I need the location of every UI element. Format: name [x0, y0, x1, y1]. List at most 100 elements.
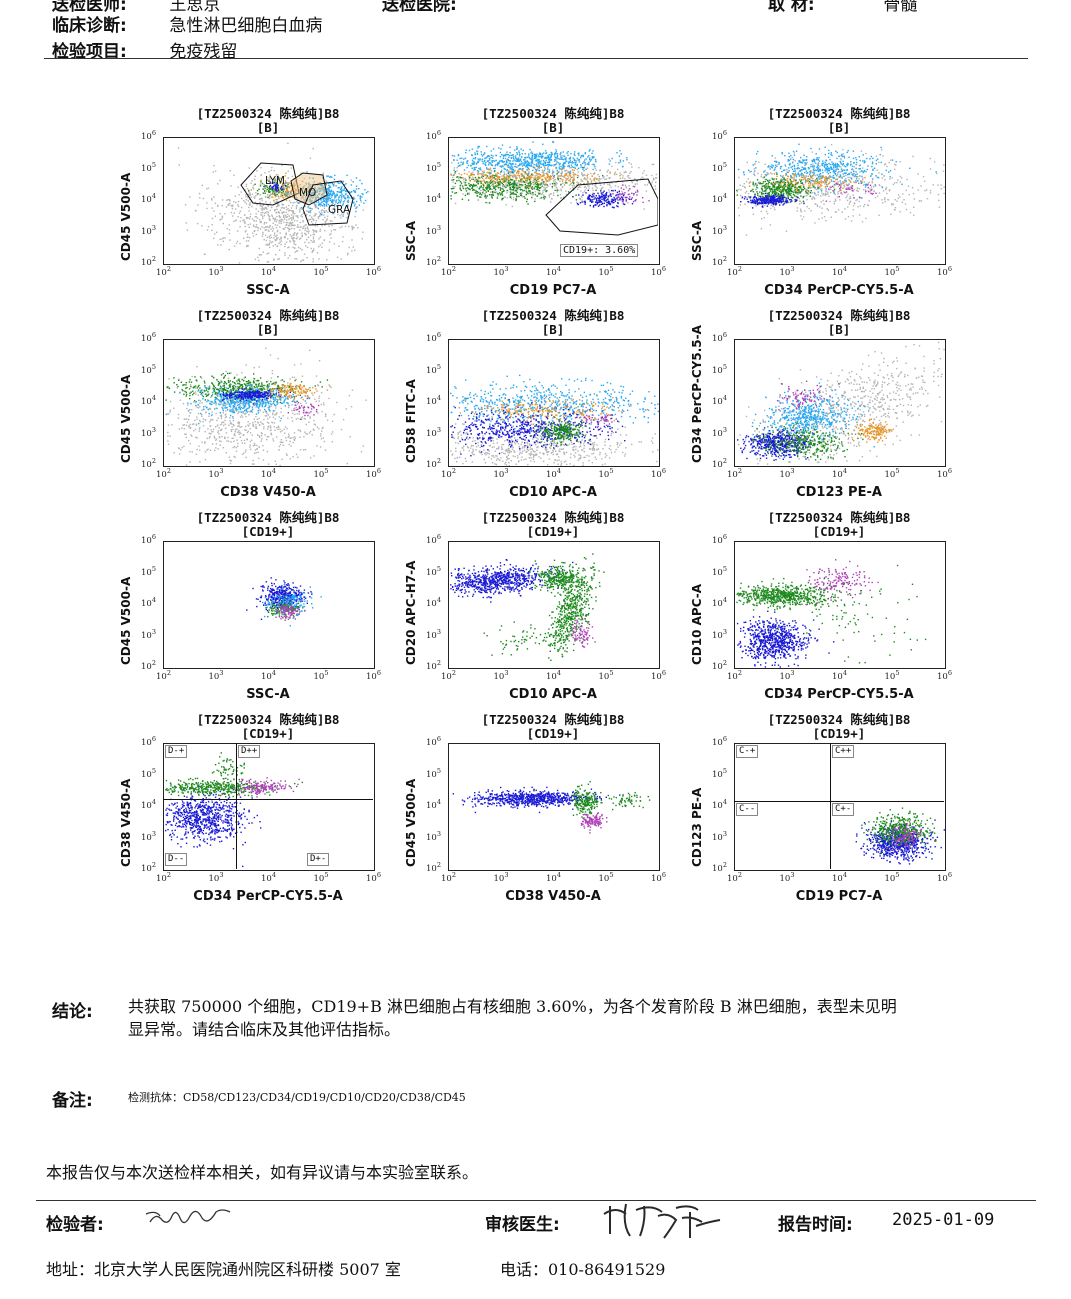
cell-population-magenta — [558, 410, 617, 432]
cell-population-blue — [219, 386, 291, 405]
y-tick-label: 103 — [712, 425, 727, 439]
y-axis-label: CD45 V500-A — [119, 576, 133, 665]
y-tick-label: 102 — [712, 659, 727, 672]
y-tick-label: 104 — [712, 192, 727, 205]
cell-population-orange — [458, 396, 648, 425]
plot-title: [TZ2500324 陈纯纯]B8 — [196, 712, 340, 727]
x-tick-label: 105 — [884, 467, 900, 480]
x-tick-label: 106 — [937, 467, 952, 480]
x-tick-label: 102 — [727, 669, 742, 682]
gate-label-mo: MO — [299, 187, 317, 199]
y-tick-label: 105 — [426, 362, 441, 376]
plot-gate-name: [CD19+] — [812, 726, 866, 741]
x-tick-label: 104 — [261, 871, 276, 884]
x-tick-label: 106 — [366, 467, 381, 480]
cell-population-gray — [450, 415, 659, 466]
x-tick-label: 105 — [884, 669, 900, 682]
x-tick-label: 103 — [208, 669, 224, 682]
x-tick-label: 102 — [156, 871, 171, 884]
plot-gate-name: [CD19+] — [812, 524, 866, 539]
x-axis-label: CD10 APC-A — [509, 485, 597, 500]
y-axis-label: CD20 APC-H7-A — [404, 560, 418, 665]
y-tick-label: 106 — [712, 331, 727, 344]
x-tick-label: 103 — [208, 871, 224, 884]
plot-gate-name: [B] — [827, 322, 851, 337]
cell-population-gray — [167, 347, 367, 466]
plot-title: [TZ2500324 陈纯纯]B8 — [196, 106, 340, 121]
y-axis-label: CD45 V500-A — [119, 374, 133, 463]
plot-gate-name: [B] — [256, 120, 280, 135]
x-tick-label: 103 — [493, 467, 509, 480]
x-tick-label: 106 — [651, 265, 666, 278]
quadrant-vline — [830, 743, 831, 869]
quadrant-label: D++ — [238, 745, 261, 758]
y-axis-label: CD34 PerCP-CY5.5-A — [690, 325, 704, 463]
plot-title: [TZ2500324 陈纯纯]B8 — [196, 308, 340, 323]
x-tick-label: 104 — [546, 669, 561, 682]
y-tick-label: 103 — [712, 829, 727, 843]
doctor-value: 王思京 — [169, 0, 221, 15]
scatter-plot — [734, 137, 946, 265]
scatter-points — [450, 374, 659, 466]
y-tick-label: 105 — [712, 362, 727, 376]
x-tick-label: 105 — [884, 265, 900, 278]
y-axis-label: SSC-A — [690, 220, 704, 261]
y-tick-label: 102 — [141, 457, 156, 470]
cell-population-green — [777, 564, 927, 664]
cell-population-magenta — [220, 777, 300, 798]
scatter-points — [736, 559, 927, 668]
y-tick-label: 104 — [712, 596, 727, 609]
y-tick-label: 104 — [141, 798, 156, 811]
x-tick-label: 105 — [313, 265, 329, 278]
x-tick-label: 106 — [651, 467, 666, 480]
x-tick-label: 106 — [366, 265, 381, 278]
tester-signature — [145, 1209, 231, 1224]
y-tick-label: 103 — [712, 627, 727, 641]
scatter-plot — [163, 137, 375, 265]
cell-population-magenta — [887, 822, 923, 851]
x-tick-label: 104 — [261, 265, 276, 278]
y-tick-label: 102 — [712, 255, 727, 268]
x-tick-label: 104 — [832, 467, 847, 480]
cell-population-gray — [177, 142, 364, 264]
y-tick-label: 105 — [141, 766, 156, 780]
tester-label: 检验者: — [46, 1215, 104, 1235]
y-tick-label: 105 — [141, 362, 156, 376]
y-tick-label: 105 — [712, 564, 727, 578]
x-tick-label: 103 — [208, 467, 224, 480]
quadrant-vline — [236, 743, 237, 869]
x-tick-label: 105 — [884, 871, 900, 884]
x-tick-label: 103 — [493, 871, 509, 884]
scatter-points — [450, 553, 605, 661]
y-tick-label: 106 — [426, 331, 441, 344]
x-tick-label: 106 — [366, 669, 381, 682]
phone: 电话：010-86491529 — [500, 1260, 666, 1279]
x-axis-label: CD34 PerCP-CY5.5-A — [193, 889, 343, 904]
cell-population-green — [543, 553, 601, 661]
cell-population-magenta — [275, 604, 306, 621]
plot-title: [TZ2500324 陈纯纯]B8 — [481, 308, 625, 323]
disclaimer: 本报告仅与本次送检样本相关，如有异议请与本实验室联系。 — [46, 1163, 479, 1182]
sample-row: 取 材: 骨髓 — [768, 0, 917, 15]
plot-gate-name: [B] — [256, 322, 280, 337]
cell-population-blue — [740, 192, 805, 209]
y-axis-label: CD45 V500-A — [404, 778, 418, 867]
y-tick-label: 104 — [141, 394, 156, 407]
x-axis-label: CD19 PC7-A — [509, 283, 597, 298]
quadrant-hline — [163, 799, 373, 800]
y-tick-label: 102 — [141, 659, 156, 672]
x-tick-label: 102 — [441, 669, 456, 682]
quadrant-label: D-+ — [165, 745, 188, 758]
y-tick-label: 102 — [712, 457, 727, 470]
doctor-label: 送检医师: — [52, 0, 127, 15]
scatter-plot — [448, 137, 660, 265]
cell-population-blue — [450, 559, 574, 603]
diagnosis-row: 临床诊断: 急性淋巴细胞白血病 — [52, 11, 322, 36]
y-tick-label: 104 — [426, 394, 441, 407]
y-tick-label: 102 — [141, 861, 156, 874]
y-tick-label: 102 — [141, 255, 156, 268]
plot-title: [TZ2500324 陈纯纯]B8 — [196, 510, 340, 525]
x-tick-label: 104 — [261, 669, 276, 682]
y-axis-label: CD123 PE-A — [690, 787, 704, 867]
plot-gate-name: [B] — [541, 120, 565, 135]
